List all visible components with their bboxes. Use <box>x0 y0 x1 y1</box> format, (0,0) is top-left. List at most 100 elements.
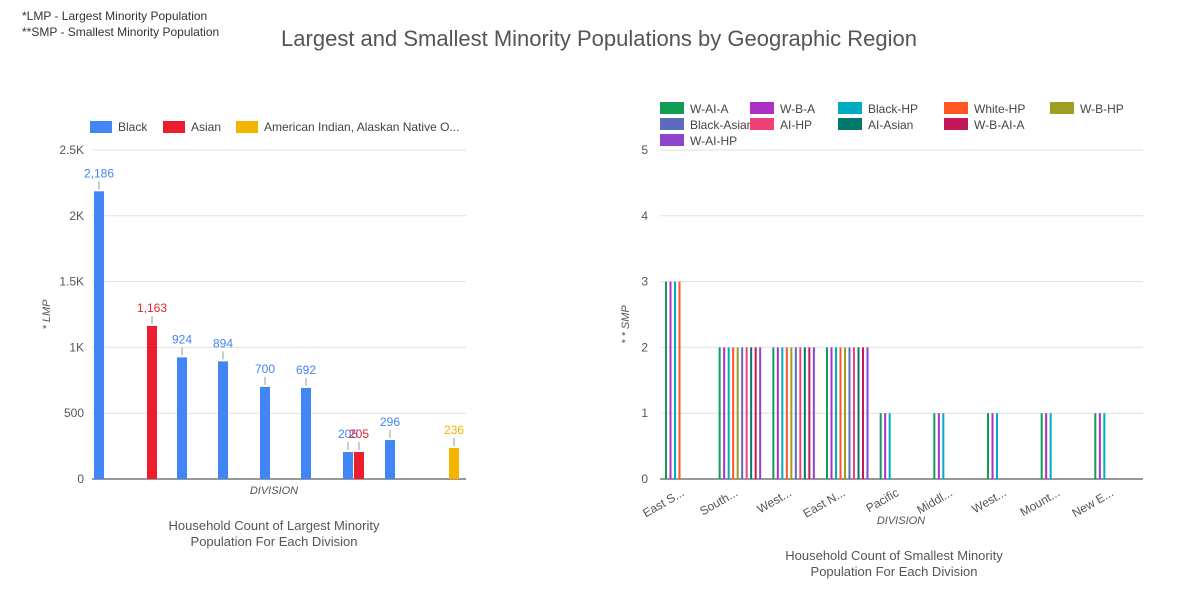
bar <box>1098 413 1101 479</box>
bar <box>385 440 395 479</box>
y-tick-label: 4 <box>641 209 648 223</box>
legend-swatch <box>90 121 112 133</box>
left-caption-line2: Population For Each Division <box>190 534 358 549</box>
legend-swatch <box>750 102 774 114</box>
bar <box>343 452 353 479</box>
bar <box>665 281 667 479</box>
bar <box>848 347 851 479</box>
bar <box>741 347 744 479</box>
legend-label: AI-HP <box>780 118 812 132</box>
bar <box>991 413 994 479</box>
legend-swatch <box>944 102 968 114</box>
bar <box>884 413 887 479</box>
bar <box>853 347 855 479</box>
bar <box>803 347 806 479</box>
bar <box>862 347 864 479</box>
legend-swatch <box>660 118 684 130</box>
legend-label: Black-Asian <box>690 118 753 132</box>
x-axis-title: DIVISION <box>877 515 925 527</box>
legend-label: AI-Asian <box>868 118 913 132</box>
bar <box>772 347 775 479</box>
bar <box>1094 413 1097 479</box>
footnotes: *LMP - Largest Minority Population **SMP… <box>22 8 219 40</box>
bar <box>839 347 842 479</box>
data-label: 700 <box>255 362 275 376</box>
x-tick-label: West... <box>969 485 1008 516</box>
y-tick-label: 1K <box>69 340 84 354</box>
legend-swatch <box>750 118 774 130</box>
bar <box>1103 413 1106 479</box>
bar <box>1049 413 1052 479</box>
bar <box>826 347 828 479</box>
legend-label: W-B-HP <box>1080 102 1124 116</box>
data-label: 2,186 <box>84 166 114 180</box>
legend-swatch <box>944 118 968 130</box>
page-title: Largest and Smallest Minority Population… <box>281 26 917 51</box>
y-tick-label: 3 <box>641 275 648 289</box>
left-caption-line1: Household Count of Largest Minority <box>168 518 380 533</box>
bar <box>808 347 811 479</box>
data-label: 205 <box>338 427 358 441</box>
note-smp: **SMP - Smallest Minority Population <box>22 25 220 39</box>
legend-swatch <box>1050 102 1074 114</box>
bar <box>790 347 793 479</box>
legend-swatch <box>236 121 258 133</box>
legend-label: Black-HP <box>868 102 918 116</box>
legend-label: W-B-AI-A <box>974 118 1024 132</box>
bar <box>759 347 762 479</box>
bar <box>718 347 721 479</box>
y-tick-label: 0 <box>641 472 648 486</box>
bar <box>830 347 833 479</box>
bar <box>754 347 757 479</box>
y-tick-label: 2K <box>69 209 84 223</box>
bar <box>937 413 940 479</box>
data-label: 894 <box>213 336 233 350</box>
bar <box>260 386 270 479</box>
bar <box>750 347 753 479</box>
bar <box>218 361 228 479</box>
y-tick-label: 5 <box>641 143 648 157</box>
right-chart-caption: Household Count of Smallest Minority Pop… <box>744 548 1044 580</box>
bar <box>996 413 998 479</box>
x-tick-label: New E... <box>1070 485 1116 520</box>
legend-swatch <box>163 121 185 133</box>
bar <box>888 413 891 479</box>
y-tick-label: 0 <box>77 472 84 486</box>
x-tick-label: South... <box>697 485 740 518</box>
legend-label: W-AI-HP <box>690 134 737 148</box>
x-tick-label: East S... <box>640 485 686 520</box>
bar <box>94 191 104 480</box>
x-tick-label: Pacific <box>864 485 902 515</box>
bar <box>776 347 779 479</box>
bar <box>799 347 802 479</box>
data-label: 1,163 <box>137 301 167 315</box>
x-tick-label: East N... <box>801 485 848 520</box>
right-caption-line2: Population For Each Division <box>810 564 978 579</box>
bar <box>812 347 815 479</box>
bar <box>835 347 837 479</box>
data-label: 205 <box>349 427 369 441</box>
bar <box>1045 413 1048 479</box>
bar <box>879 413 882 479</box>
bar <box>942 413 945 479</box>
bar <box>732 347 735 479</box>
y-axis-title: * * SMP <box>620 305 632 344</box>
legend-swatch <box>660 134 684 146</box>
y-tick-label: 1 <box>641 406 648 420</box>
bar <box>1040 413 1043 479</box>
bar <box>678 281 681 479</box>
lmp-chart: 0 500 1K 1.5K 2K 2.5K Black Asian American India… <box>41 120 466 497</box>
data-label: 236 <box>444 423 464 437</box>
legend-label: American Indian, Alaskan Native O... <box>264 120 459 134</box>
bar <box>794 347 797 479</box>
legend-swatch <box>838 102 862 114</box>
bar <box>147 325 157 479</box>
bar <box>669 281 672 479</box>
bar <box>723 347 726 479</box>
x-axis-title: DIVISION <box>250 485 298 497</box>
bar <box>745 347 748 479</box>
bar <box>301 387 311 479</box>
data-label: 296 <box>380 415 400 429</box>
y-tick-label: 500 <box>64 406 84 420</box>
